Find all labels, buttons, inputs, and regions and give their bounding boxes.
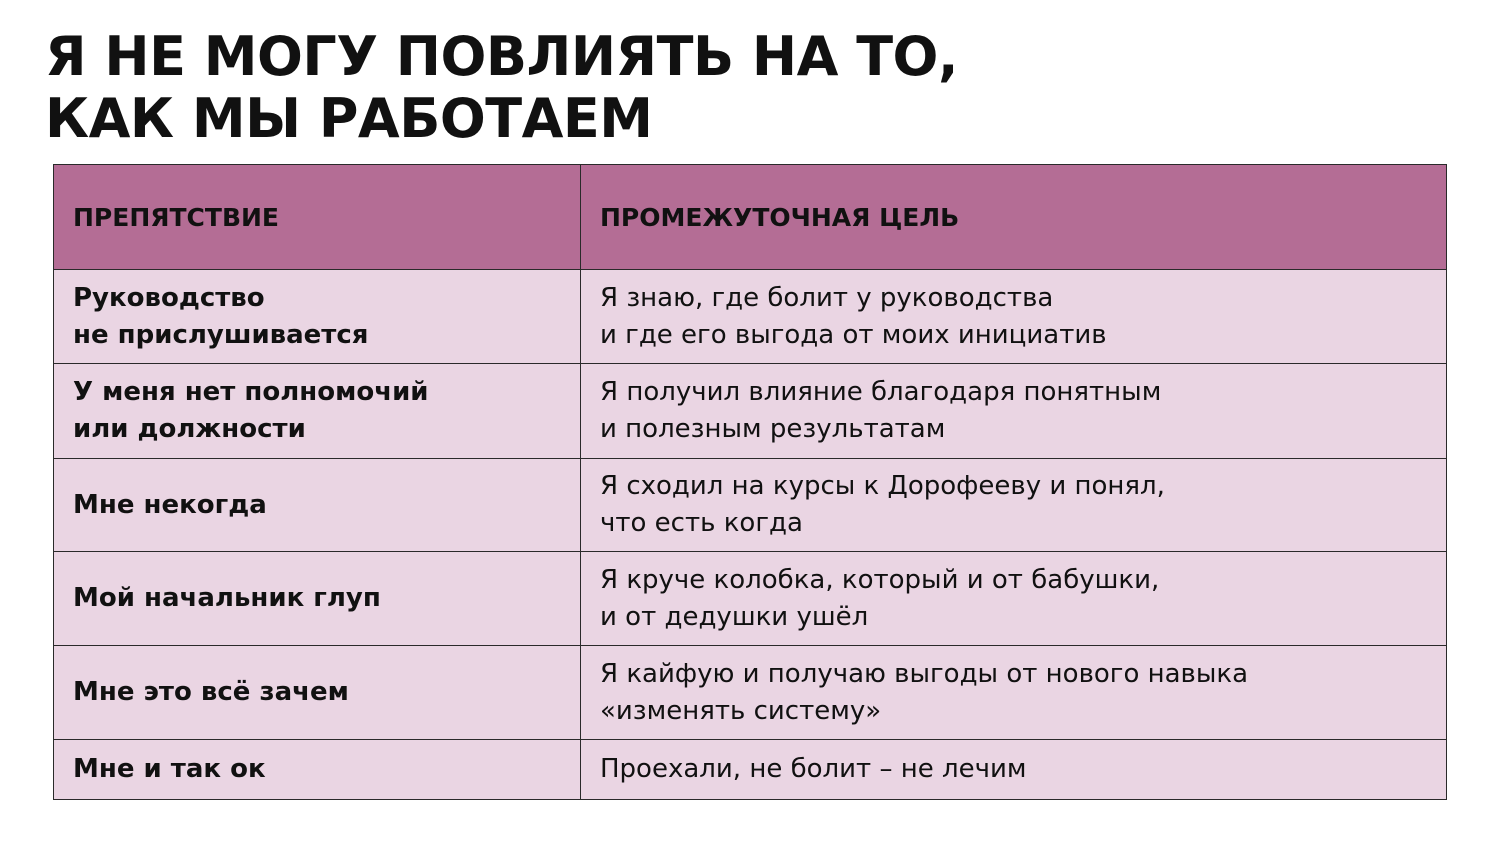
- cell-line: Я сходил на курсы к Дорофееву и понял,: [600, 471, 1165, 501]
- obstacle-cell: Мне и так ок: [53, 739, 581, 800]
- column-header: ПРОМЕЖУТОЧНАЯ ЦЕЛЬ: [580, 164, 1447, 270]
- cell-line: не прислушивается: [73, 319, 369, 350]
- cell-line: Мне и так ок: [73, 754, 266, 784]
- table-row: У меня нет полномочий или должности Я полу…: [53, 363, 1447, 459]
- cell-line: и от дедушки ушёл: [600, 601, 869, 632]
- goal-cell: Я круче колобка, который и от бабушки, и …: [580, 551, 1447, 646]
- slide-title: Я НЕ МОГУ ПОВЛИЯТЬ НА ТО, КАК МЫ РАБОТАЕМ: [45, 26, 958, 150]
- cell-line: Я кайфую и получаю выгоды от нового навы…: [600, 658, 1249, 689]
- cell-line: Я получил влияние благодаря понятным: [600, 377, 1162, 407]
- obstacle-cell: Мне это всё зачем: [53, 645, 581, 740]
- cell-line: или должности: [73, 414, 306, 444]
- goal-cell: Я сходил на курсы к Дорофееву и понял, чт…: [580, 458, 1447, 552]
- table-row: Мне это всё зачем Я кайфую и получаю выго…: [53, 645, 1447, 740]
- table-row: Мой начальник глуп Я круче колобка, котор…: [53, 551, 1447, 646]
- goal-cell: Проехали, не болит – не лечим: [580, 739, 1447, 800]
- goal-cell: Я получил влияние благодаря понятным и по…: [580, 363, 1447, 459]
- goal-cell: Я кайфую и получаю выгоды от нового навы…: [580, 645, 1447, 740]
- cell-line: и полезным результатам: [600, 414, 946, 444]
- table-row: Мне и так ок Проехали, не болит – не лечи…: [53, 739, 1447, 800]
- header-row: ПРЕПЯТСТВИЕ ПРОМЕЖУТОЧНАЯ ЦЕЛЬ: [53, 164, 1447, 270]
- cell-line: Руководство: [73, 282, 265, 313]
- title-line: КАК МЫ РАБОТАЕМ: [45, 87, 653, 150]
- obstacle-cell: Мой начальник глуп: [53, 551, 581, 646]
- cell-line: Я круче колобка, который и от бабушки,: [600, 564, 1160, 595]
- table-row: Мне некогда Я сходил на курсы к Дорофееву…: [53, 458, 1447, 552]
- obstacle-cell: Мне некогда: [53, 458, 581, 552]
- title-line: Я НЕ МОГУ ПОВЛИЯТЬ НА ТО,: [45, 25, 958, 88]
- table-row: Руководство не прислушивается Я знаю, где …: [53, 269, 1447, 364]
- obstacle-cell: У меня нет полномочий или должности: [53, 363, 581, 459]
- cell-line: и где его выгода от моих инициатив: [600, 319, 1107, 350]
- cell-line: «изменять систему»: [600, 695, 882, 726]
- table: ПРЕПЯТСТВИЕ ПРОМЕЖУТОЧНАЯ ЦЕЛЬ Руководств…: [53, 164, 1447, 800]
- cell-line: Я знаю, где болит у руководства: [600, 282, 1054, 313]
- cell-line: Мне некогда: [73, 489, 267, 520]
- cell-line: У меня нет полномочий: [73, 377, 429, 407]
- cell-line: Мой начальник глуп: [73, 583, 381, 613]
- obstacle-cell: Руководство не прислушивается: [53, 269, 581, 364]
- goal-cell: Я знаю, где болит у руководства и где его…: [580, 269, 1447, 364]
- cell-line: Мне это всё зачем: [73, 677, 349, 707]
- cell-line: Проехали, не болит – не лечим: [600, 754, 1027, 784]
- column-header: ПРЕПЯТСТВИЕ: [53, 164, 581, 270]
- cell-line: что есть когда: [600, 508, 803, 538]
